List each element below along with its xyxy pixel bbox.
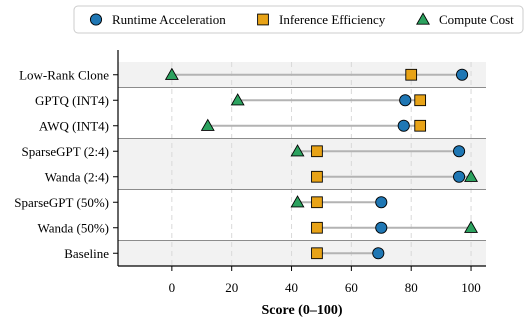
category-label-0: Low-Rank Clone <box>19 67 109 82</box>
marker-series0-row6 <box>375 221 388 234</box>
marker-series2-row3 <box>290 144 305 157</box>
legend-label-1: Inference Efficiency <box>279 12 386 27</box>
category-label-2: AWQ (INT4) <box>39 118 109 133</box>
legend: Runtime Acceleration Inference Efficiency… <box>73 5 524 34</box>
marker-series0-row3 <box>453 145 466 158</box>
x-tick-label-80: 80 <box>405 280 418 295</box>
category-label-7: Baseline <box>64 246 109 261</box>
marker-series2-row6 <box>464 220 479 233</box>
marker-series2-row4 <box>464 169 479 182</box>
x-gridlines <box>171 62 472 266</box>
marker-series1-row1 <box>414 94 427 107</box>
marker-series0-row5 <box>375 196 388 209</box>
legend-marker-2 <box>416 12 430 25</box>
marker-series1-row0 <box>405 68 418 81</box>
group-band-4 <box>118 240 486 266</box>
category-labels: Low-Rank Clone GPTQ (INT4) AWQ (INT4) Spars… <box>14 67 118 261</box>
x-tick-label-100: 100 <box>461 280 481 295</box>
legend-marker-1 <box>257 13 269 26</box>
group-band-2 <box>118 138 486 190</box>
marker-series0-row2 <box>397 119 410 132</box>
marker-series1-row2 <box>414 119 427 132</box>
marker-series2-row1 <box>230 93 245 106</box>
data-markers <box>164 67 479 260</box>
x-tick-label-40: 40 <box>285 280 298 295</box>
x-axis-label: Score (0–100) <box>262 303 343 318</box>
legend-label-0: Runtime Acceleration <box>112 12 226 27</box>
legend-label-2: Compute Cost <box>439 12 514 27</box>
category-label-4: Wanda (2:4) <box>45 169 109 184</box>
marker-series1-row5 <box>311 196 323 209</box>
marker-series2-row5 <box>290 195 305 208</box>
marker-series1-row3 <box>311 145 323 158</box>
category-label-3: SparseGPT (2:4) <box>21 144 109 159</box>
legend-box <box>73 5 524 34</box>
axes <box>117 50 486 267</box>
group-bands <box>118 62 486 266</box>
marker-series0-row4 <box>453 170 466 183</box>
x-tick-label-60: 60 <box>345 280 358 295</box>
marker-series0-row0 <box>456 68 469 81</box>
x-tick-label-0: 0 <box>169 280 176 295</box>
x-ticks: 0 20 40 60 80 100 <box>169 266 481 295</box>
marker-series0-row7 <box>372 247 385 260</box>
category-label-1: GPTQ (INT4) <box>35 93 109 108</box>
x-tick-label-20: 20 <box>225 280 238 295</box>
marker-series1-row4 <box>311 170 323 183</box>
marker-series1-row7 <box>311 247 323 260</box>
category-label-5: SparseGPT (50%) <box>14 195 109 210</box>
group-separators <box>118 87 486 241</box>
marker-series1-row6 <box>311 221 323 234</box>
marker-series0-row1 <box>399 94 412 107</box>
marker-series2-row2 <box>200 118 215 131</box>
legend-marker-0 <box>89 13 103 26</box>
category-label-6: Wanda (50%) <box>37 220 109 235</box>
marker-series2-row0 <box>164 67 179 80</box>
